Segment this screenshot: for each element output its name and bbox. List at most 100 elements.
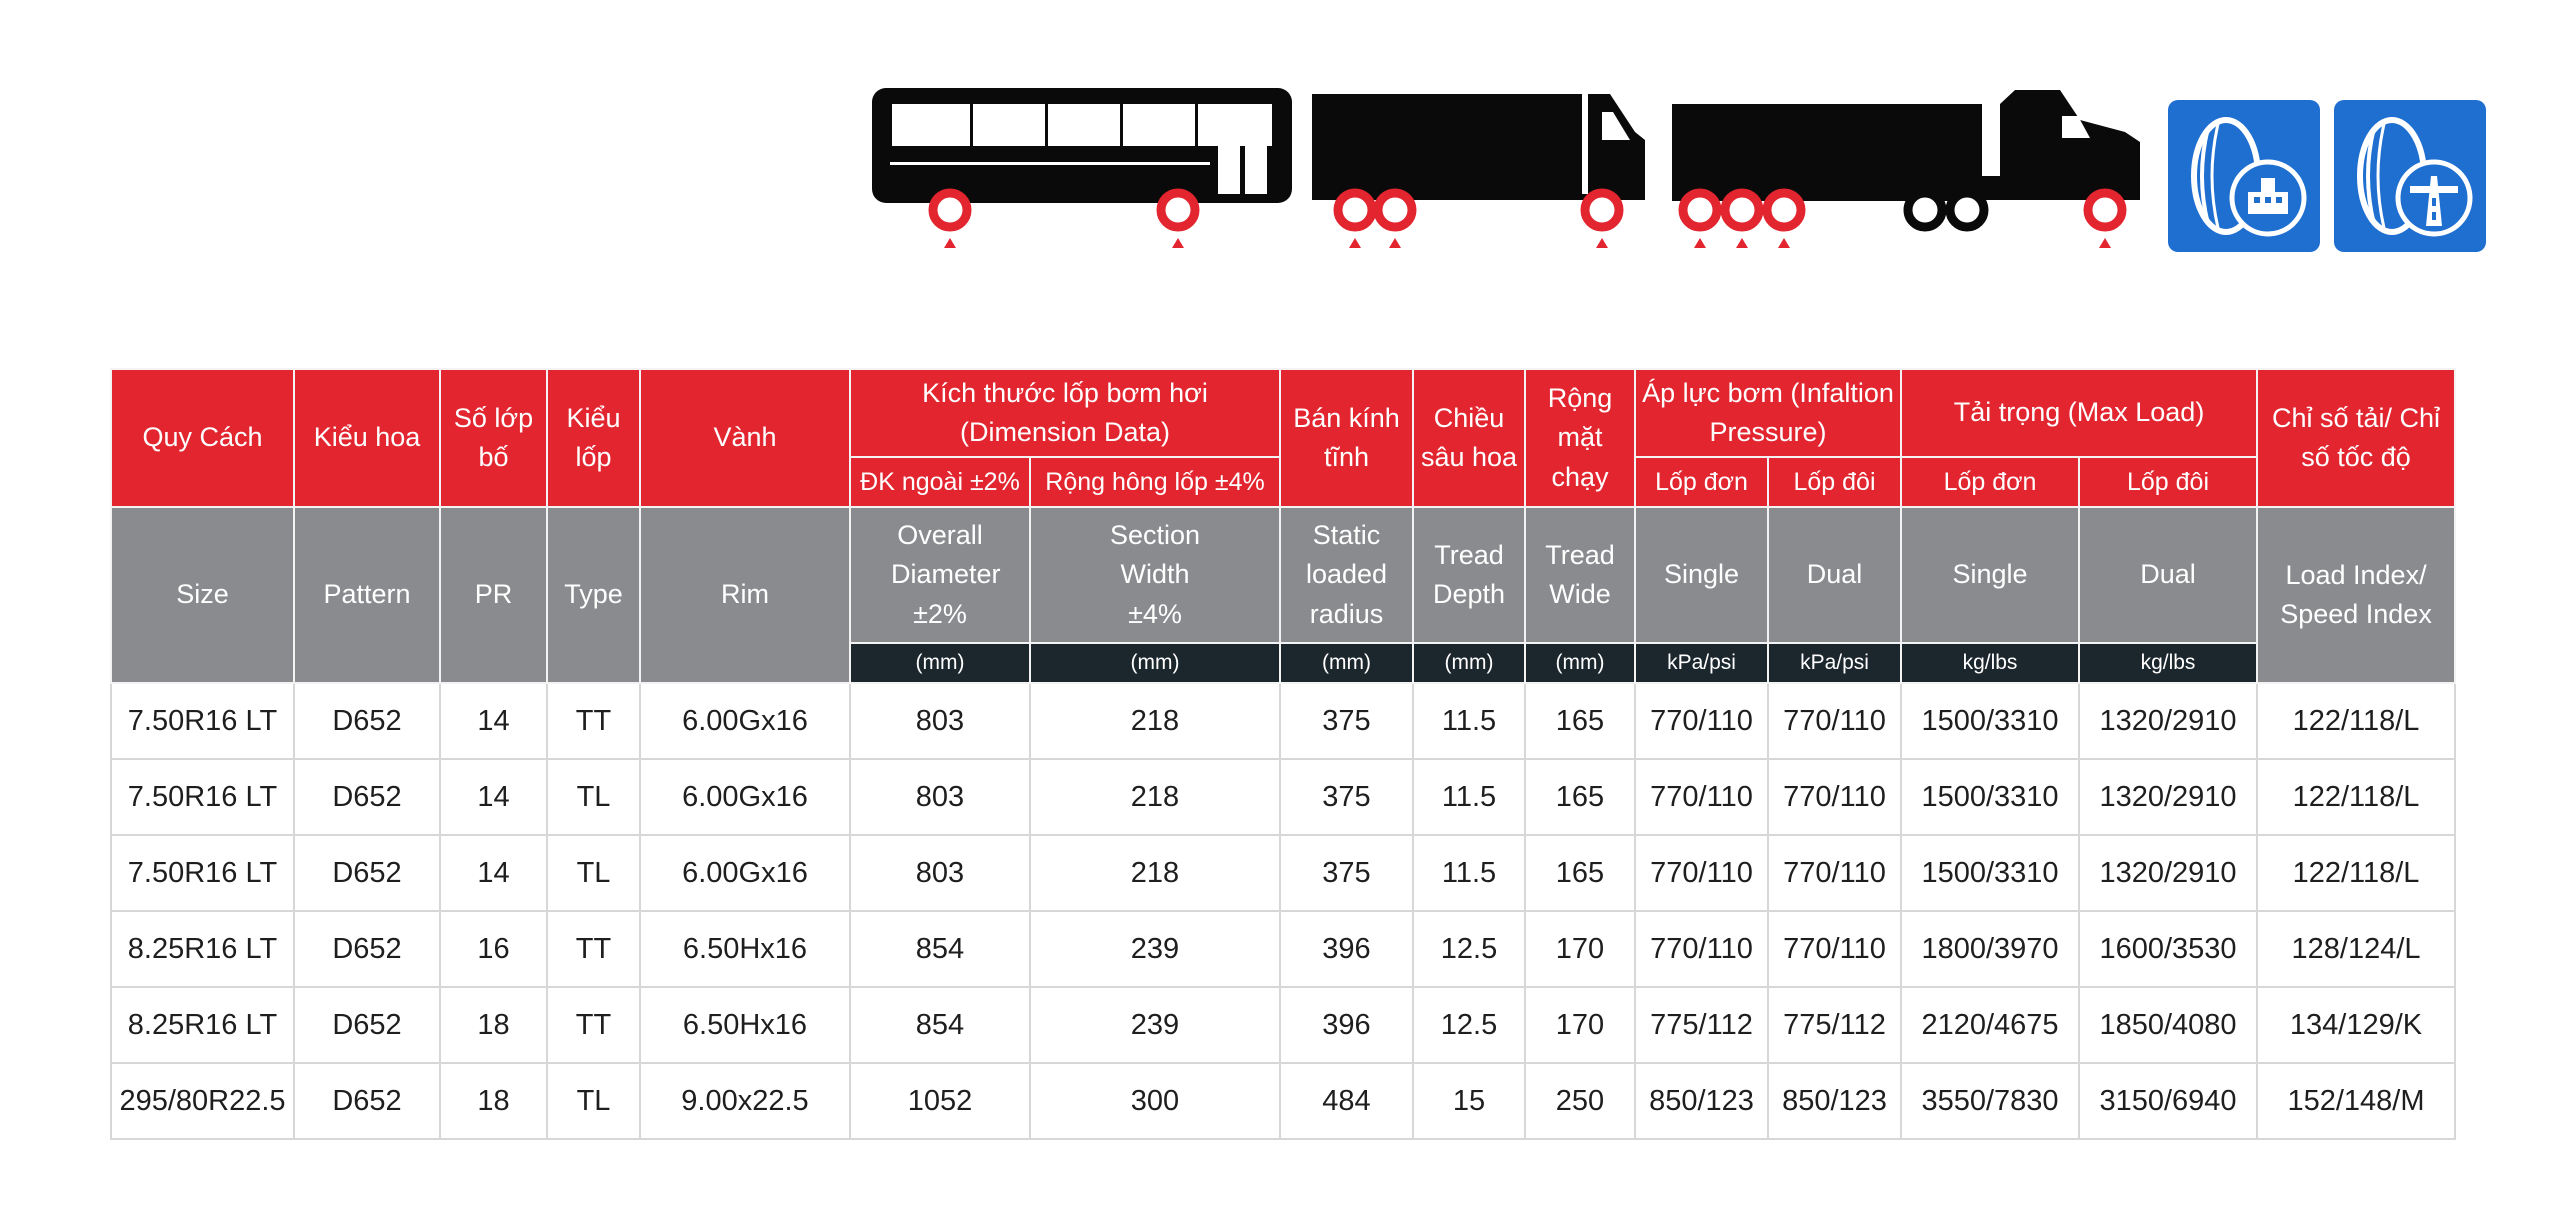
cell-tread-depth: 11.5	[1412, 682, 1526, 760]
table-row: 7.50R16 LT D652 14 TT 6.00Gx16 803 218 375 11.5 1…	[110, 682, 2457, 760]
header-row-vn: Quy Cách Kiểu hoa Số lớp bố Kiểu lốp Vàn…	[110, 368, 2457, 508]
col-header-pr-en: PR	[439, 506, 548, 684]
table-row: 8.25R16 LT D652 16 TT 6.50Hx16 854 239 396 12.5 1…	[110, 910, 2457, 988]
wheel-position-icon	[1333, 188, 1377, 232]
cell-pattern: D652	[293, 758, 441, 836]
col-header-tread-depth-en: Tread Depth	[1412, 506, 1526, 644]
col-header-load-speed-en: Load Index/ Speed Index	[2256, 506, 2457, 684]
cell-tread-depth: 11.5	[1412, 758, 1526, 836]
cell-size: 7.50R16 LT	[110, 758, 295, 836]
cell-size: 8.25R16 LT	[110, 986, 295, 1064]
cell-size: 7.50R16 LT	[110, 682, 295, 760]
table-row: 7.50R16 LT D652 14 TL 6.00Gx16 803 218 375 11.5 1…	[110, 758, 2457, 836]
cell-type: TT	[546, 910, 641, 988]
col-header-pattern-en: Pattern	[293, 506, 441, 684]
cell-section-width: 218	[1029, 682, 1281, 760]
cell-load-dual: 1320/2910	[2077, 682, 2259, 760]
col-header-type-en: Type	[546, 506, 641, 684]
cell-rim: 6.00Gx16	[639, 834, 851, 912]
col-header-load-dual-en: Dual	[2077, 506, 2259, 644]
cell-inflation-single: 770/110	[1634, 910, 1769, 988]
cell-pattern: D652	[293, 834, 441, 912]
cell-load-speed-index: 122/118/L	[2256, 758, 2457, 836]
cell-inflation-single: 770/110	[1634, 834, 1769, 912]
col-header-rim-vn: Vành	[639, 368, 851, 508]
cell-tread-wide: 170	[1524, 910, 1636, 988]
cell-load-single: 1500/3310	[1900, 834, 2080, 912]
cell-type: TL	[546, 758, 641, 836]
cell-type: TL	[546, 1062, 641, 1140]
cell-rim: 6.50Hx16	[639, 986, 851, 1064]
cell-overall-diameter: 803	[849, 682, 1031, 760]
cell-pr: 14	[439, 758, 548, 836]
tractor-trailer-icon	[1670, 80, 2145, 250]
col-header-inflation-single-en: Single	[1634, 506, 1769, 644]
cell-inflation-single: 775/112	[1634, 986, 1769, 1064]
cell-pr: 16	[439, 910, 548, 988]
cell-load-single: 1800/3970	[1900, 910, 2080, 988]
cell-section-width: 300	[1029, 1062, 1281, 1140]
cell-rim: 6.00Gx16	[639, 682, 851, 760]
cell-load-dual: 1320/2910	[2077, 758, 2259, 836]
wheel-position-icon	[1762, 188, 1806, 232]
wheel-position-icon	[2083, 188, 2127, 232]
col-header-tread-depth-vn: Chiều sâu hoa	[1412, 368, 1526, 508]
cell-tread-wide: 165	[1524, 834, 1636, 912]
cell-load-speed-index: 128/124/L	[2256, 910, 2457, 988]
cell-rim: 6.00Gx16	[639, 758, 851, 836]
cell-pr: 14	[439, 834, 548, 912]
cell-inflation-dual: 770/110	[1767, 910, 1902, 988]
cell-pr: 14	[439, 682, 548, 760]
cell-tread-wide: 170	[1524, 986, 1636, 1064]
cell-size: 295/80R22.5	[110, 1062, 295, 1140]
col-header-inflation-dual-vn: Lốp đôi	[1767, 456, 1902, 508]
cell-overall-diameter: 1052	[849, 1062, 1031, 1140]
cell-tread-wide: 250	[1524, 1062, 1636, 1140]
col-header-rim-en: Rim	[639, 506, 851, 684]
unit-inflation-single: kPa/psi	[1634, 642, 1769, 684]
cell-inflation-dual: 770/110	[1767, 834, 1902, 912]
col-header-section-width-en: Section Width ±4%	[1029, 506, 1281, 644]
cell-load-single: 1500/3310	[1900, 758, 2080, 836]
rigid-truck-icon	[1310, 80, 1655, 250]
col-header-load-speed-vn: Chỉ số tải/ Chỉ số tốc độ	[2256, 368, 2457, 508]
wheel-position-icon	[1580, 188, 1624, 232]
cell-load-dual: 1320/2910	[2077, 834, 2259, 912]
highway-tire-icon	[2334, 100, 2486, 252]
unit-inflation-dual: kPa/psi	[1767, 642, 1902, 684]
cell-type: TT	[546, 682, 641, 760]
col-header-pr-vn: Số lớp bố	[439, 368, 548, 508]
wheel-position-icon	[1373, 188, 1417, 232]
cell-tread-wide: 165	[1524, 758, 1636, 836]
cell-pattern: D652	[293, 682, 441, 760]
unit-section-width: (mm)	[1029, 642, 1281, 684]
cell-rim: 9.00x22.5	[639, 1062, 851, 1140]
unit-load-single: kg/lbs	[1900, 642, 2080, 684]
col-header-type-vn: Kiểu lốp	[546, 368, 641, 508]
header-row-en: Size Pattern PR Type Rim Overall Diamete…	[110, 506, 2457, 684]
col-header-static-radius-en: Static loaded radius	[1279, 506, 1414, 644]
col-header-static-radius-vn: Bán kính tĩnh	[1279, 368, 1414, 508]
cell-static-radius: 484	[1279, 1062, 1414, 1140]
urban-road-tire-icon	[2168, 100, 2320, 252]
cell-pattern: D652	[293, 910, 441, 988]
cell-load-speed-index: 134/129/K	[2256, 986, 2457, 1064]
cell-load-dual: 1600/3530	[2077, 910, 2259, 988]
unit-tread-depth: (mm)	[1412, 642, 1526, 684]
cell-pr: 18	[439, 986, 548, 1064]
cell-tread-depth: 15	[1412, 1062, 1526, 1140]
cell-section-width: 239	[1029, 986, 1281, 1064]
cell-load-single: 1500/3310	[1900, 682, 2080, 760]
col-header-pattern-vn: Kiểu hoa	[293, 368, 441, 508]
cell-load-dual: 3150/6940	[2077, 1062, 2259, 1140]
cell-load-single: 2120/4675	[1900, 986, 2080, 1064]
cell-static-radius: 375	[1279, 834, 1414, 912]
cell-load-speed-index: 122/118/L	[2256, 834, 2457, 912]
cell-load-dual: 1850/4080	[2077, 986, 2259, 1064]
cell-type: TT	[546, 986, 641, 1064]
table-row: 7.50R16 LT D652 14 TL 6.00Gx16 803 218 375 11.5 1…	[110, 834, 2457, 912]
cell-size: 8.25R16 LT	[110, 910, 295, 988]
cell-tread-depth: 12.5	[1412, 986, 1526, 1064]
units-row: (mm) (mm) (mm) (mm) (mm) kPa/psi kPa/psi…	[111, 642, 2455, 684]
cell-static-radius: 375	[1279, 682, 1414, 760]
